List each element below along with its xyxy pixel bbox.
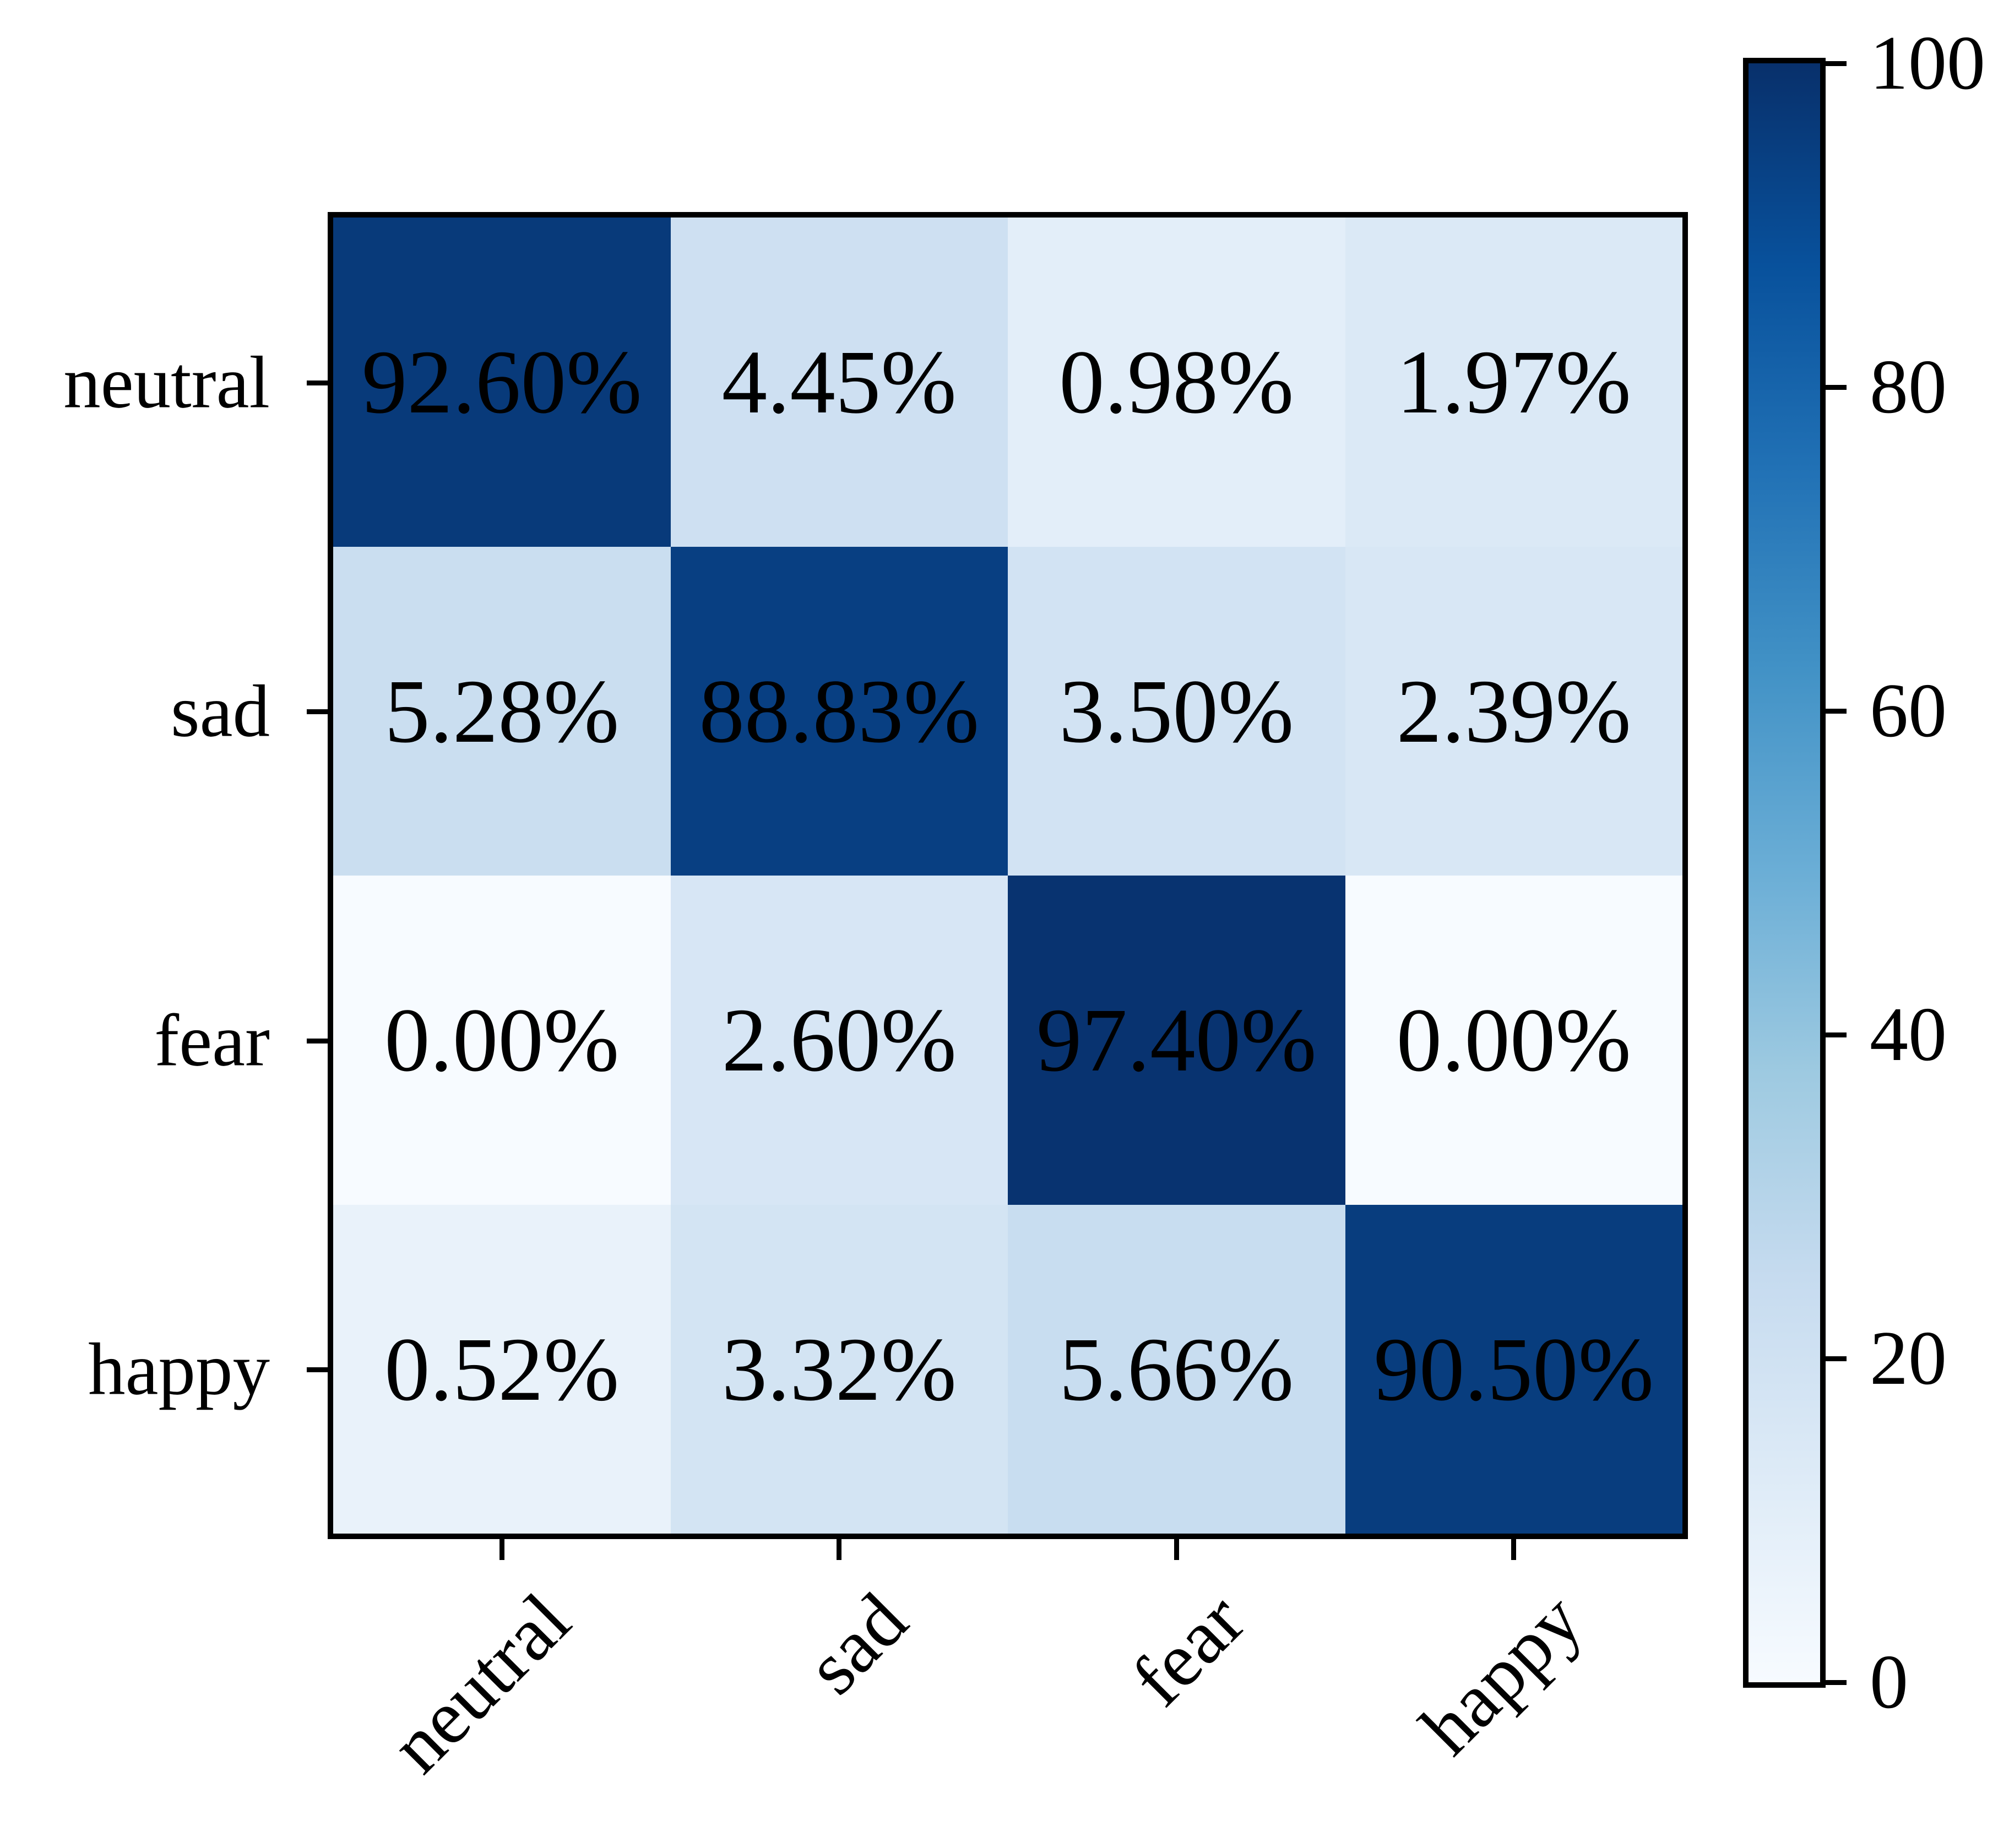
cell-value: 97.40% bbox=[1036, 990, 1317, 1091]
heatmap-cell: 3.32% bbox=[670, 1204, 1008, 1534]
colorbar-tick bbox=[1826, 385, 1847, 390]
cell-value: 3.50% bbox=[1059, 660, 1294, 762]
col-tick-label: happy bbox=[1404, 1577, 1598, 1771]
cell-value: 4.45% bbox=[721, 331, 957, 433]
y-tick bbox=[307, 381, 328, 385]
cell-value: 88.83% bbox=[699, 660, 980, 762]
colorbar-tick-label: 100 bbox=[1870, 20, 1985, 106]
heatmap-cell: 3.50% bbox=[1008, 546, 1345, 876]
x-tick bbox=[499, 1539, 504, 1560]
heatmap-grid: 92.60% 4.45% 0.98% 1.97% 5.28% 88.83% 3.… bbox=[333, 218, 1682, 1534]
colorbar-tick-label: 0 bbox=[1870, 1639, 1908, 1725]
cell-value: 5.28% bbox=[384, 660, 620, 762]
x-tick bbox=[837, 1539, 841, 1560]
y-tick bbox=[307, 709, 328, 714]
heatmap-cell: 5.28% bbox=[333, 546, 671, 876]
colorbar-tick-label: 60 bbox=[1870, 668, 1947, 753]
cell-value: 2.39% bbox=[1396, 660, 1631, 762]
colorbar-tick bbox=[1826, 1032, 1847, 1037]
colorbar-tick bbox=[1826, 1356, 1847, 1361]
heatmap: 92.60% 4.45% 0.98% 1.97% 5.28% 88.83% 3.… bbox=[328, 212, 1688, 1539]
heatmap-cell: 0.00% bbox=[1345, 876, 1682, 1205]
heatmap-cell: 5.66% bbox=[1008, 1204, 1345, 1534]
colorbar-tick bbox=[1826, 61, 1847, 66]
colorbar-gradient bbox=[1743, 58, 1826, 1688]
cell-value: 90.50% bbox=[1373, 1318, 1654, 1420]
y-tick bbox=[307, 1039, 328, 1043]
cell-value: 0.00% bbox=[1396, 990, 1631, 1091]
colorbar-tick bbox=[1826, 709, 1847, 714]
x-tick bbox=[1174, 1539, 1179, 1560]
heatmap-cell: 0.98% bbox=[1008, 218, 1345, 547]
heatmap-cell: 4.45% bbox=[670, 218, 1008, 547]
col-tick-label: fear bbox=[1116, 1577, 1261, 1722]
heatmap-cell: 0.52% bbox=[333, 1204, 671, 1534]
heatmap-cell: 90.50% bbox=[1345, 1204, 1682, 1534]
heatmap-cell: 88.83% bbox=[670, 546, 1008, 876]
colorbar-tick bbox=[1826, 1680, 1847, 1685]
row-tick-label: sad bbox=[171, 670, 270, 753]
col-tick-label: neutral bbox=[374, 1577, 587, 1789]
cell-value: 5.66% bbox=[1059, 1318, 1294, 1420]
cell-value: 0.52% bbox=[384, 1318, 620, 1420]
x-tick bbox=[1511, 1539, 1516, 1560]
row-tick-label: neutral bbox=[63, 341, 270, 424]
cell-value: 1.97% bbox=[1396, 331, 1631, 433]
cell-value: 92.60% bbox=[361, 331, 642, 433]
heatmap-cell: 1.97% bbox=[1345, 218, 1682, 547]
y-tick bbox=[307, 1367, 328, 1372]
heatmap-cell: 97.40% bbox=[1008, 876, 1345, 1205]
cell-value: 2.60% bbox=[721, 990, 957, 1091]
colorbar-tick-label: 20 bbox=[1870, 1316, 1947, 1401]
heatmap-cell: 2.39% bbox=[1345, 546, 1682, 876]
heatmap-cell: 92.60% bbox=[333, 218, 671, 547]
cell-value: 0.00% bbox=[384, 990, 620, 1091]
heatmap-cell: 0.00% bbox=[333, 876, 671, 1205]
cell-value: 3.32% bbox=[721, 1318, 957, 1420]
colorbar-tick-label: 80 bbox=[1870, 344, 1947, 430]
col-tick-label: sad bbox=[790, 1577, 924, 1710]
colorbar-tick-label: 40 bbox=[1870, 992, 1947, 1077]
cell-value: 0.98% bbox=[1059, 331, 1294, 433]
heatmap-cell: 2.60% bbox=[670, 876, 1008, 1205]
row-tick-label: happy bbox=[88, 1328, 270, 1411]
row-tick-label: fear bbox=[154, 999, 270, 1082]
